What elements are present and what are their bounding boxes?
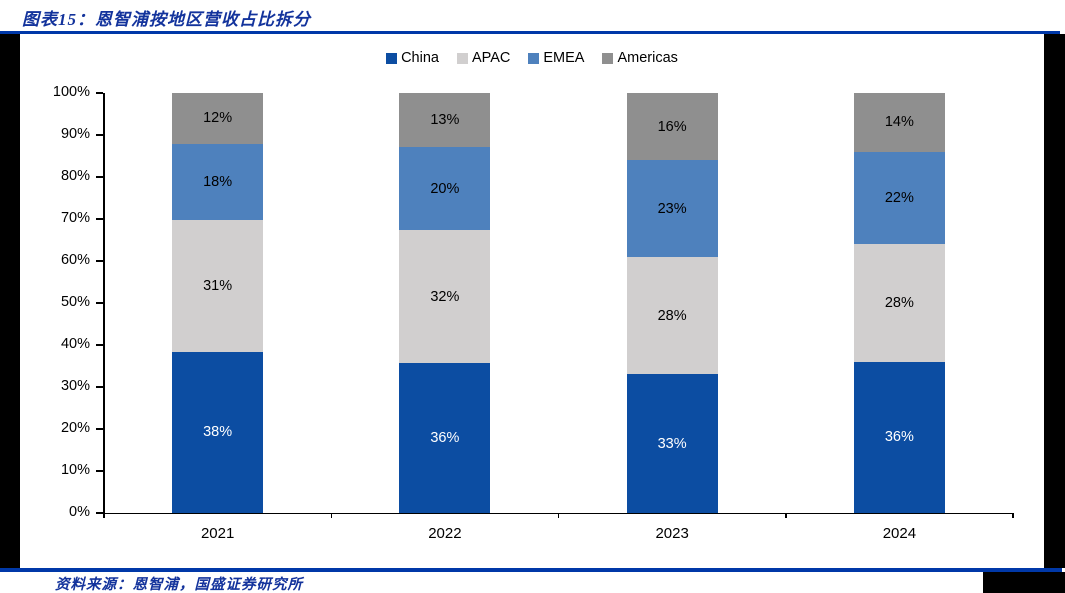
y-tick	[96, 92, 103, 94]
right-page-frame	[1044, 34, 1065, 568]
y-axis-line	[103, 93, 105, 513]
bar-segment-americas-2024: 14%	[853, 93, 945, 152]
y-tick	[96, 344, 103, 346]
bar-segment-china-2021: 38%	[172, 351, 264, 513]
chart-legend: China APAC EMEA Americas	[20, 50, 1044, 66]
plot-area: 0% 10% 20% 30% 40% 50% 60% 70% 80% 90% 100% 38% 31% 1…	[53, 84, 1014, 542]
y-tick-label: 80%	[60, 168, 90, 184]
bar-segment-china-2023: 33%	[626, 374, 718, 513]
legend-swatch-emea	[528, 52, 540, 64]
bar-value-label: 12%	[203, 110, 233, 127]
y-tick-label: 100%	[52, 84, 90, 100]
x-tick	[103, 513, 105, 518]
y-tick-label: 30%	[60, 378, 90, 394]
bar-value-label: 31%	[203, 278, 233, 295]
bar-segment-emea-2021: 18%	[172, 143, 264, 221]
legend-label: EMEA	[543, 50, 585, 66]
legend-swatch-china	[386, 52, 398, 64]
y-tick-label: 20%	[60, 420, 90, 436]
legend-label: China	[401, 50, 439, 66]
y-tick-label: 70%	[60, 210, 90, 226]
bar-segment-apac-2024: 28%	[853, 244, 945, 362]
y-tick	[96, 302, 103, 304]
y-tick-label: 40%	[60, 336, 90, 352]
x-tick	[1012, 513, 1014, 518]
bar-segment-apac-2023: 28%	[626, 256, 718, 375]
legend-swatch-americas	[602, 52, 614, 64]
bar-segment-americas-2023: 16%	[626, 93, 718, 161]
source-note: 资料来源：恩智浦，国盛证券研究所	[55, 577, 303, 593]
top-divider-line	[0, 31, 1060, 34]
bar-segment-americas-2022: 13%	[399, 93, 491, 148]
category-label-2023: 2023	[655, 525, 689, 542]
x-tick	[330, 513, 332, 518]
legend-swatch-apac	[456, 52, 468, 64]
bar-value-label: 13%	[430, 112, 460, 129]
y-tick	[96, 428, 103, 430]
bar-segment-emea-2024: 22%	[853, 151, 945, 245]
category-label-2022: 2022	[428, 525, 462, 542]
bar-segment-emea-2022: 20%	[399, 147, 491, 231]
bar-segment-apac-2021: 31%	[172, 220, 264, 352]
bottom-divider-line	[0, 568, 1062, 572]
y-tick	[96, 512, 103, 514]
category-label-2024: 2024	[882, 525, 917, 542]
bar-value-label: 36%	[884, 429, 914, 446]
y-tick-label: 0%	[69, 504, 90, 520]
bar-value-label: 28%	[884, 295, 914, 312]
legend-item-americas: Americas	[602, 50, 678, 66]
y-tick	[96, 176, 103, 178]
y-tick	[96, 218, 103, 220]
bar-value-label: 28%	[657, 307, 687, 324]
bar-value-label: 20%	[430, 180, 460, 197]
bar-value-label: 18%	[203, 174, 233, 191]
legend-label: APAC	[471, 50, 511, 66]
y-tick-label: 10%	[60, 462, 90, 478]
bar-segment-china-2024: 36%	[853, 361, 945, 513]
y-tick	[96, 134, 103, 136]
x-tick	[557, 513, 560, 518]
bar-value-label: 38%	[203, 424, 233, 441]
y-tick	[96, 470, 103, 472]
legend-label: Americas	[617, 50, 678, 66]
bar-value-label: 14%	[884, 114, 914, 131]
bar-value-label: 32%	[430, 288, 460, 305]
bar-value-label: 23%	[657, 200, 687, 217]
x-tick	[785, 513, 787, 518]
page-frame-bottom-right	[983, 572, 1065, 593]
figure-title: 图表15：恩智浦按地区营收占比拆分	[22, 10, 311, 29]
legend-item-apac: APAC	[456, 50, 511, 66]
left-page-frame	[0, 34, 20, 568]
legend-item-china: China	[386, 50, 439, 66]
y-tick	[96, 386, 103, 388]
bar-segment-emea-2023: 23%	[626, 160, 718, 257]
y-tick-label: 90%	[60, 126, 90, 142]
bar-segment-apac-2022: 32%	[399, 230, 491, 364]
bar-value-label: 22%	[884, 190, 914, 206]
bar-segment-americas-2021: 12%	[172, 93, 264, 144]
legend-item-emea: EMEA	[528, 50, 584, 66]
bar-segment-china-2022: 36%	[399, 363, 491, 513]
y-tick-label: 60%	[60, 252, 90, 268]
bar-value-label: 33%	[657, 435, 687, 452]
y-tick-label: 50%	[60, 294, 90, 310]
y-tick	[96, 260, 103, 262]
category-label-2021: 2021	[200, 525, 235, 542]
bar-value-label: 16%	[657, 118, 687, 135]
bar-value-label: 36%	[430, 430, 460, 447]
